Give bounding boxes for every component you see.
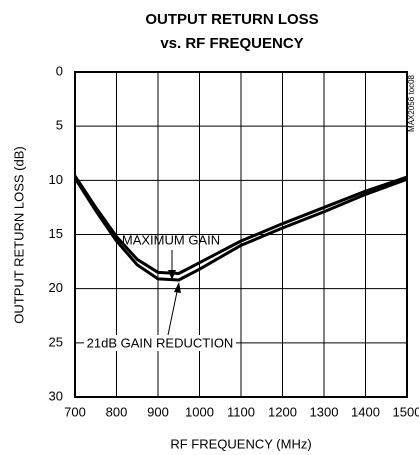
arrow-head <box>174 282 181 293</box>
y-axis-label: OUTPUT RETURN LOSS (dB) <box>11 146 26 323</box>
watermark: MAX2056 toc08 <box>407 74 416 131</box>
x-tick-label: 1000 <box>185 404 214 419</box>
x-tick-label: 1300 <box>310 404 339 419</box>
y-tick-label: 0 <box>56 63 63 78</box>
x-tick-label: 1500 <box>393 404 419 419</box>
arrow <box>167 286 179 336</box>
x-tick-label: 900 <box>147 404 169 419</box>
y-tick-label: 25 <box>49 334 63 349</box>
arrow-head <box>168 270 176 280</box>
chart-title: OUTPUT RETURN LOSS <box>145 11 318 28</box>
y-tick-label: 20 <box>49 280 63 295</box>
x-tick-label: 1200 <box>268 404 297 419</box>
annotation: 21dB GAIN REDUCTION <box>87 335 234 350</box>
chart-title: vs. RF FREQUENCY <box>160 35 303 52</box>
x-tick-label: 1400 <box>351 404 380 419</box>
y-tick-label: 15 <box>49 226 63 241</box>
annotation-bg <box>84 335 236 351</box>
y-tick-label: 10 <box>49 172 63 187</box>
y-tick-label: 30 <box>49 388 63 403</box>
annotation: MAXIMUM GAIN <box>122 232 220 247</box>
x-tick-label: 800 <box>106 404 128 419</box>
line <box>73 175 408 275</box>
x-tick-label: 1100 <box>227 404 255 419</box>
x-tick-label: 700 <box>64 404 86 419</box>
line <box>73 177 408 282</box>
x-axis-label: RF FREQUENCY (MHz) <box>170 436 311 451</box>
y-tick-label: 5 <box>56 118 63 133</box>
